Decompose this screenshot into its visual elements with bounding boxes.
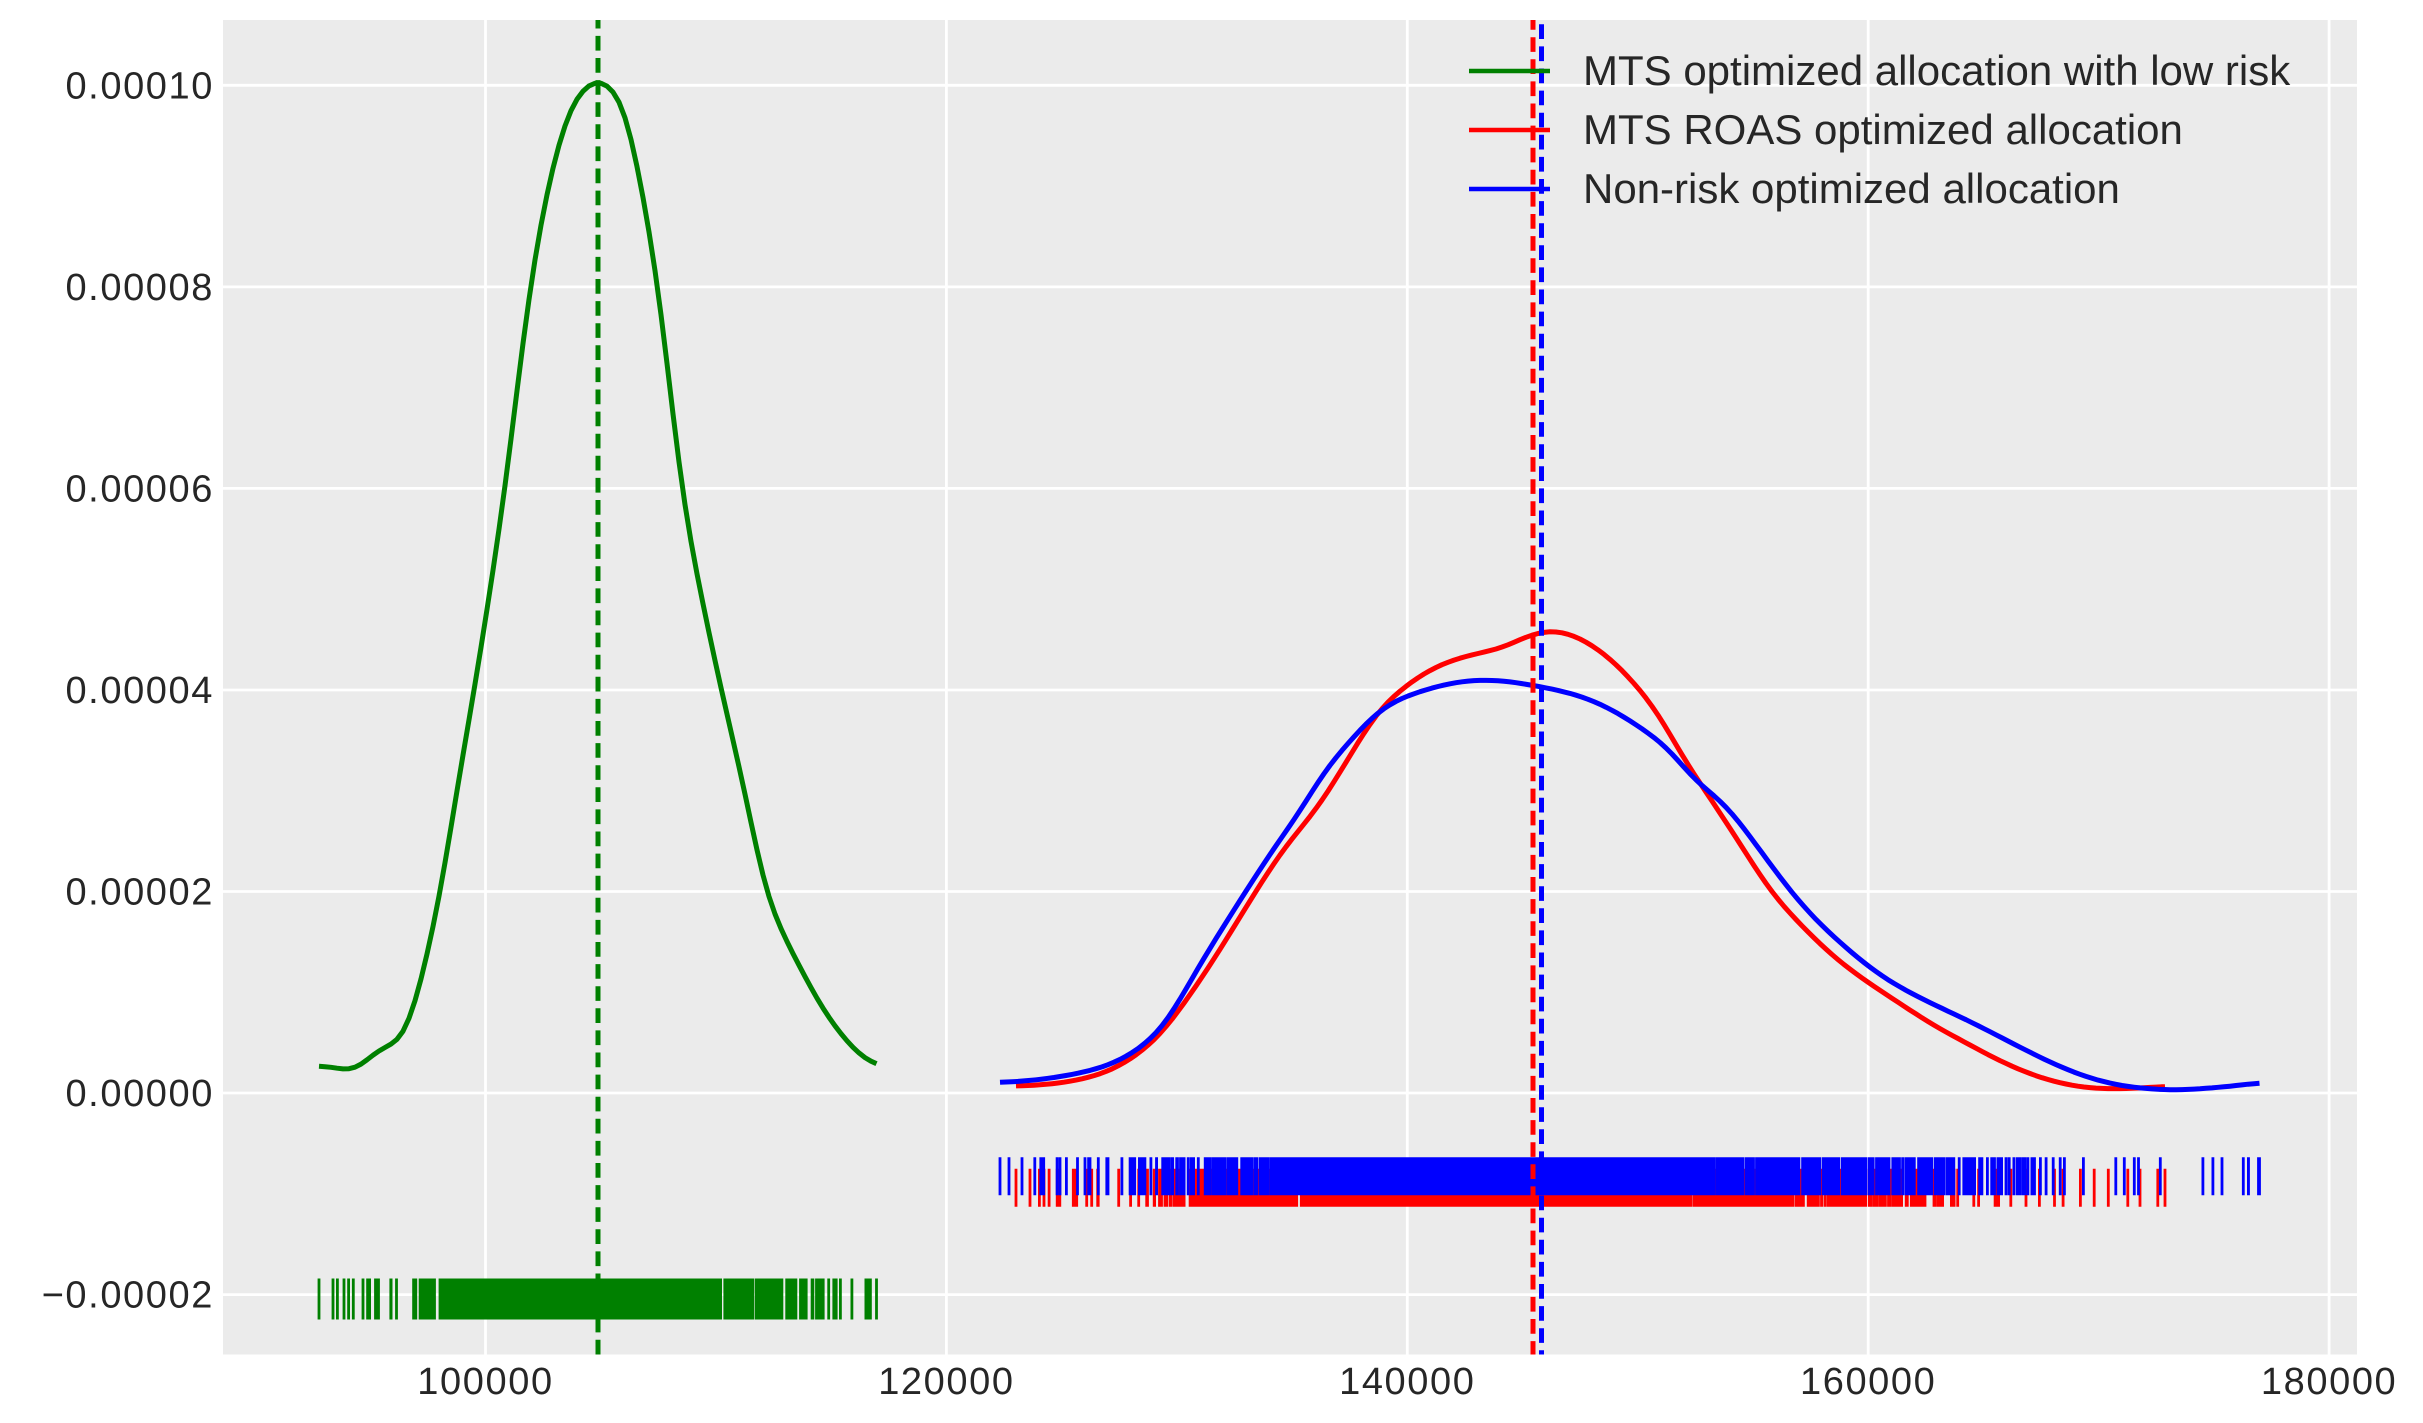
- svg-text:MTS ROAS optimized allocation: MTS ROAS optimized allocation: [1583, 106, 2183, 153]
- svg-text:160000: 160000: [1800, 1361, 1936, 1403]
- svg-text:100000: 100000: [417, 1361, 553, 1403]
- svg-text:0.00002: 0.00002: [65, 872, 214, 914]
- svg-text:0.00008: 0.00008: [65, 267, 214, 309]
- svg-text:MTS optimized allocation with: MTS optimized allocation with low risk: [1583, 47, 2291, 94]
- svg-text:Non-risk optimized allocation: Non-risk optimized allocation: [1583, 165, 2120, 212]
- svg-text:180000: 180000: [2261, 1361, 2397, 1403]
- svg-text:0.00004: 0.00004: [65, 670, 214, 712]
- svg-text:140000: 140000: [1339, 1361, 1475, 1403]
- svg-text:0.00010: 0.00010: [65, 65, 214, 107]
- svg-text:0.00000: 0.00000: [65, 1073, 214, 1115]
- svg-text:120000: 120000: [878, 1361, 1014, 1403]
- svg-text:−0.00002: −0.00002: [42, 1275, 214, 1317]
- svg-text:0.00006: 0.00006: [65, 468, 214, 510]
